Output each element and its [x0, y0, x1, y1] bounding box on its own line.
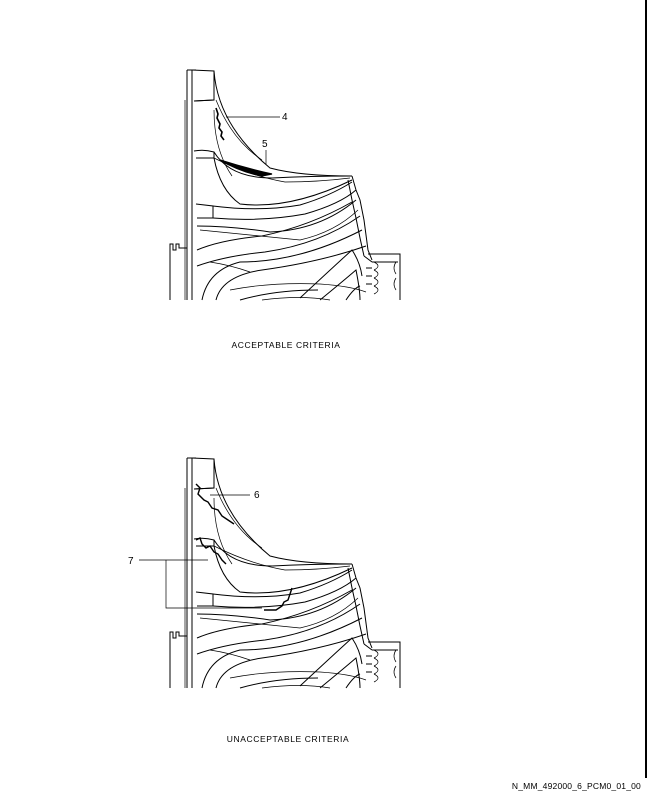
caption-unacceptable: UNACCEPTABLE CRITERIA: [227, 734, 350, 744]
callout-6: 6: [254, 490, 260, 501]
damage-area-5: [219, 159, 273, 177]
damage-nick-4: [215, 107, 225, 141]
callout-5: 5: [262, 139, 268, 150]
figure-id: N_MM_492000_6_PCM0_01_00: [512, 781, 641, 791]
callout-4: 4: [282, 112, 288, 123]
damage-tear-6: [195, 483, 235, 525]
caption-acceptable: ACCEPTABLE CRITERIA: [231, 340, 340, 350]
callout-7: 7: [128, 556, 134, 567]
leader-bracket-7: [165, 560, 262, 609]
damage-tear-7b: [264, 587, 293, 611]
acceptable-impeller-drawing: [169, 69, 401, 301]
damage-tear-7a: [195, 537, 227, 565]
unacceptable-impeller-drawing: [139, 457, 401, 689]
page-border-right: [645, 0, 647, 778]
